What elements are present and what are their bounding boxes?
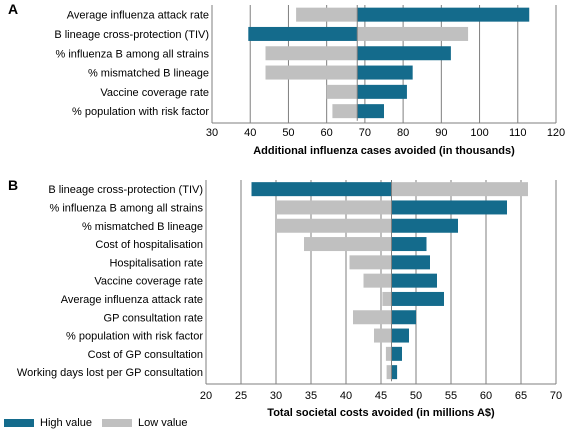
tick-label-b: 50 — [410, 390, 422, 402]
bar-high-b — [391, 365, 398, 380]
tick-label-b: 30 — [270, 390, 282, 402]
bar-high-b — [391, 310, 416, 325]
bar-low-b — [386, 365, 392, 380]
category-label-b: % mismatched B lineage — [82, 221, 203, 233]
tick-label-b: 20 — [200, 390, 212, 402]
bar-low-a — [357, 26, 469, 41]
tick-label-a: 90 — [435, 127, 447, 139]
category-label-b: Working days lost per GP consultation — [17, 367, 203, 379]
tick-label-b: 45 — [375, 390, 387, 402]
bar-low-b — [391, 182, 528, 197]
tick-label-b: 70 — [550, 390, 562, 402]
legend-label-low: Low value — [137, 417, 188, 429]
bar-high-b — [391, 237, 427, 252]
category-label-a: B lineage cross-protection (TIV) — [54, 29, 209, 41]
bar-low-b — [382, 291, 392, 306]
bar-low-a — [332, 104, 358, 119]
bar-high-a — [248, 26, 358, 41]
category-label-b: GP consultation rate — [104, 312, 203, 324]
tick-label-a: 30 — [206, 127, 218, 139]
tick-label-a: 60 — [321, 127, 333, 139]
bar-high-a — [357, 7, 530, 22]
bar-low-b — [385, 346, 392, 361]
bar-low-b — [353, 310, 392, 325]
bar-low-b — [349, 255, 392, 270]
panel-a: A 30 40 50 60 70 80 90 100 110 120 Average influenz… — [8, 1, 565, 157]
tick-label-a: 100 — [470, 127, 488, 139]
legend-swatch-low — [101, 419, 132, 427]
category-label-a: % influenza B among all strains — [56, 48, 210, 60]
bar-high-a — [357, 65, 413, 80]
category-label-b: % population with risk factor — [66, 331, 203, 343]
tick-label-a: 110 — [509, 127, 527, 139]
category-label-b: % influenza B among all strains — [50, 202, 204, 214]
tick-label-a: 50 — [282, 127, 294, 139]
bar-high-b — [391, 273, 437, 288]
bar-low-a — [326, 84, 358, 99]
category-label-b: Vaccine coverage rate — [94, 276, 203, 288]
category-label-b: Cost of GP consultation — [88, 349, 203, 361]
panel-b: B 20 25 30 35 40 45 50 55 60 65 70 B lineage cross-p… — [8, 177, 562, 419]
bar-low-a — [265, 46, 358, 61]
x-axis-title-a: Additional influenza cases avoided (in t… — [253, 145, 515, 157]
category-label-b: B lineage cross-protection (TIV) — [48, 184, 203, 196]
tick-label-b: 40 — [340, 390, 352, 402]
category-label-a: Vaccine coverage rate — [100, 87, 209, 99]
bar-high-a — [357, 84, 407, 99]
bar-low-a — [265, 65, 358, 80]
bar-low-b — [276, 218, 392, 233]
bar-low-b — [276, 200, 392, 215]
tick-label-a: 70 — [359, 127, 371, 139]
panel-label-b: B — [8, 177, 18, 193]
tick-label-b: 55 — [445, 390, 457, 402]
category-label-a: Average influenza attack rate — [67, 10, 209, 22]
bar-low-a — [296, 7, 358, 22]
tick-label-a: 40 — [244, 127, 256, 139]
legend: High value Low value — [4, 417, 198, 429]
tick-label-a: 80 — [397, 127, 409, 139]
bar-high-b — [391, 200, 507, 215]
tick-label-b: 60 — [480, 390, 492, 402]
bar-high-b — [251, 182, 392, 197]
bar-high-b — [391, 291, 444, 306]
legend-item-high: High value — [4, 417, 92, 429]
tick-label-b: 25 — [235, 390, 247, 402]
category-label-b: Cost of hospitalisation — [95, 239, 203, 251]
bar-high-a — [357, 104, 384, 119]
bar-high-b — [391, 328, 409, 343]
category-label-b: Hospitalisation rate — [109, 257, 203, 269]
tick-label-b: 65 — [515, 390, 527, 402]
category-label-a: % population with risk factor — [72, 106, 209, 118]
legend-swatch-high — [4, 419, 34, 427]
category-label-a: % mismatched B lineage — [88, 68, 209, 80]
tick-label-a: 120 — [547, 127, 565, 139]
x-axis-title-b: Total societal costs avoided (in million… — [267, 407, 495, 419]
legend-item-low: Low value — [101, 417, 188, 429]
bar-high-b — [391, 346, 402, 361]
legend-label-high: High value — [40, 417, 92, 429]
tick-label-b: 35 — [305, 390, 317, 402]
bar-low-b — [363, 273, 392, 288]
bar-high-b — [391, 255, 430, 270]
bar-high-b — [391, 218, 458, 233]
bar-high-a — [357, 46, 451, 61]
bar-low-b — [374, 328, 392, 343]
category-label-b: Average influenza attack rate — [61, 294, 203, 306]
bar-low-b — [304, 237, 392, 252]
panel-label-a: A — [8, 1, 18, 17]
